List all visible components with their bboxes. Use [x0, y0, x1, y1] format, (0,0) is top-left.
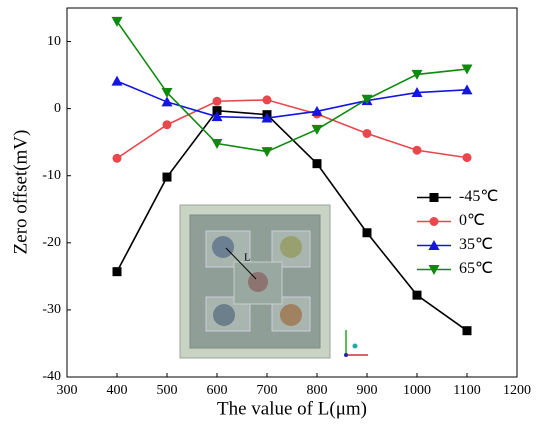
data-point [163, 120, 172, 129]
data-point [163, 173, 172, 182]
data-point [113, 154, 122, 163]
data-point [113, 267, 122, 276]
x-tick-label: 900 [357, 383, 378, 398]
x-tick-label: 700 [257, 383, 278, 398]
data-point [463, 153, 472, 162]
series-line [117, 21, 467, 151]
data-point [312, 125, 323, 135]
inset-label: L [244, 252, 251, 264]
legend-marker [430, 193, 439, 202]
y-axis-label: Zero offset(mV) [10, 130, 31, 255]
data-point [112, 17, 123, 27]
y-tick-label: -10 [42, 168, 61, 183]
x-axis-label: The value of L(μm) [217, 398, 367, 419]
x-tick-label: 500 [157, 383, 178, 398]
data-point [213, 97, 222, 106]
y-tick-label: -20 [42, 235, 61, 250]
x-tick-label: 600 [207, 383, 228, 398]
data-point [363, 129, 372, 138]
x-tick-label: 300 [57, 383, 78, 398]
x-tick-label: 400 [107, 383, 128, 398]
data-point [313, 159, 322, 168]
legend-marker [430, 217, 439, 226]
x-tick-label: 800 [307, 383, 328, 398]
y-tick-label: -30 [42, 302, 61, 317]
x-tick-label: 1100 [453, 383, 480, 398]
y-tick-label: 0 [54, 101, 61, 116]
x-tick-label: 1200 [503, 383, 531, 398]
data-point [413, 146, 422, 155]
series-line [117, 81, 467, 118]
data-point [263, 95, 272, 104]
data-point [412, 70, 423, 80]
chart: L The value of L(μm) Zero offset(mV) 300… [0, 0, 539, 425]
legend-label: 35℃ [459, 236, 493, 253]
x-tick-label: 1000 [403, 383, 431, 398]
legend-label: 65℃ [459, 260, 493, 277]
legend-label: -45℃ [459, 188, 498, 205]
legend-label: 0℃ [459, 212, 485, 229]
data-point [262, 147, 273, 157]
y-tick-label: 10 [47, 34, 61, 49]
y-tick-label: -40 [42, 369, 61, 384]
data-point [112, 76, 123, 86]
data-point [363, 228, 372, 237]
data-point [413, 291, 422, 300]
inset-image: L [180, 205, 368, 358]
data-point [463, 326, 472, 335]
